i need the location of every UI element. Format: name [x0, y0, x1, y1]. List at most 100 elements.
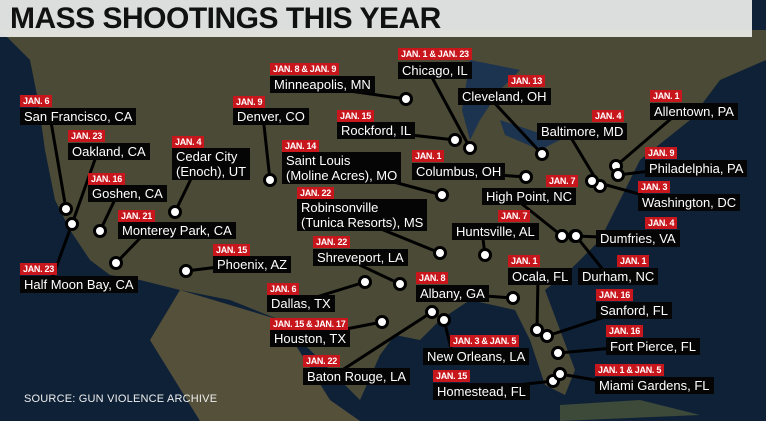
location-marker	[435, 188, 449, 202]
location-marker	[179, 264, 193, 278]
leader-line	[48, 223, 74, 285]
city-label: Homestead, FL	[433, 383, 530, 400]
city-label: Philadelphia, PA	[645, 160, 748, 177]
location-marker	[399, 92, 413, 106]
city-label: Denver, CO	[233, 108, 309, 125]
city-label: Durham, NC	[578, 268, 659, 285]
city-label: New Orleans, LA	[423, 348, 530, 365]
location-marker	[535, 147, 549, 161]
date-badge: JAN. 8 & JAN. 9	[270, 63, 340, 75]
date-badge: JAN. 7	[498, 210, 531, 222]
leader-line	[261, 115, 272, 181]
city-label: Phoenix, AZ	[213, 256, 292, 273]
city-label: Rockford, IL	[337, 122, 416, 139]
location-marker	[569, 229, 583, 243]
date-badge: JAN. 14	[282, 140, 319, 152]
location-marker	[555, 229, 569, 243]
city-label: Cedar City (Enoch), UT	[172, 148, 251, 180]
page-title: MASS SHOOTINGS THIS YEAR	[10, 2, 441, 35]
city-label: Albany, GA	[416, 285, 489, 302]
city-label: Baltimore, MD	[537, 123, 628, 140]
location-marker	[506, 291, 520, 305]
title-bar: MASS SHOOTINGS THIS YEAR	[0, 0, 752, 37]
great-lakes	[462, 60, 560, 150]
location-marker	[425, 305, 439, 319]
date-badge: JAN. 13	[508, 75, 545, 87]
city-label: Robinsonville (Tunica Resorts), MS	[297, 199, 428, 231]
date-badge: JAN. 16	[606, 325, 643, 337]
city-label: Allentown, PA	[650, 103, 738, 120]
date-badge: JAN. 1	[508, 255, 541, 267]
location-marker	[433, 246, 447, 260]
city-label: High Point, NC	[482, 188, 576, 205]
location-marker	[59, 202, 73, 216]
date-badge: JAN. 15 & JAN. 17	[270, 318, 349, 330]
location-marker	[448, 133, 462, 147]
date-badge: JAN. 4	[645, 217, 678, 229]
city-label: Baton Rouge, LA	[303, 368, 411, 385]
city-label: Chicago, IL	[398, 62, 472, 79]
date-badge: JAN. 3 & JAN. 5	[450, 335, 520, 347]
leader-line	[332, 310, 433, 378]
date-badge: JAN. 4	[592, 110, 625, 122]
city-label: Cleveland, OH	[458, 88, 551, 105]
location-marker	[168, 205, 182, 219]
city-label: Miami Gardens, FL	[595, 377, 714, 394]
city-label: Half Moon Bay, CA	[20, 276, 138, 293]
location-marker	[551, 346, 565, 360]
date-badge: JAN. 15	[213, 244, 250, 256]
city-label: Dumfries, VA	[596, 230, 680, 247]
date-badge: JAN. 1 & JAN. 5	[595, 364, 665, 376]
date-badge: JAN. 6	[20, 95, 53, 107]
city-label: Dallas, TX	[267, 295, 335, 312]
date-badge: JAN. 1 & JAN. 23	[398, 48, 472, 60]
location-marker	[540, 329, 554, 343]
date-badge: JAN. 1	[617, 255, 650, 267]
location-marker	[263, 173, 277, 187]
city-label: Fort Pierce, FL	[606, 338, 700, 355]
city-label: Huntsville, AL	[452, 223, 539, 240]
location-marker	[553, 367, 567, 381]
location-marker	[93, 224, 107, 238]
leader-line	[70, 150, 100, 225]
city-label: Sanford, FL	[596, 302, 672, 319]
city-label: Minneapolis, MN	[270, 76, 375, 93]
location-marker	[109, 256, 123, 270]
leader-line	[486, 94, 544, 156]
date-badge: JAN. 22	[303, 355, 340, 367]
city-label: Shreveport, LA	[313, 249, 408, 266]
cuba	[560, 400, 700, 421]
date-badge: JAN. 6	[267, 283, 300, 295]
date-badge: JAN. 21	[118, 210, 155, 222]
mexico-land	[150, 290, 360, 421]
city-label: Oakland, CA	[68, 143, 150, 160]
source-note: SOURCE: GUN VIOLENCE ARCHIVE	[24, 393, 218, 405]
location-marker	[65, 217, 79, 231]
location-marker	[393, 277, 407, 291]
date-badge: JAN. 15	[337, 110, 374, 122]
leader-line	[426, 69, 472, 149]
city-label: San Francisco, CA	[20, 108, 137, 125]
location-marker	[611, 168, 625, 182]
location-marker	[437, 313, 451, 327]
location-marker	[519, 170, 533, 184]
date-badge: JAN. 23	[20, 263, 57, 275]
city-label: Monterey Park, CA	[118, 222, 236, 239]
date-badge: JAN. 7	[546, 175, 579, 187]
date-badge: JAN. 8	[416, 272, 449, 284]
date-badge: JAN. 4	[172, 136, 205, 148]
date-badge: JAN. 16	[596, 289, 633, 301]
date-badge: JAN. 9	[645, 147, 678, 159]
date-badge: JAN. 9	[233, 96, 266, 108]
location-marker	[585, 174, 599, 188]
date-badge: JAN. 22	[297, 187, 334, 199]
location-marker	[478, 248, 492, 262]
city-label: Saint Louis (Moline Acres), MO	[282, 152, 402, 184]
date-badge: JAN. 22	[313, 236, 350, 248]
location-marker	[375, 315, 389, 329]
city-label: Goshen, CA	[88, 185, 167, 202]
location-marker	[358, 275, 372, 289]
leader-line	[615, 109, 681, 168]
city-label: Houston, TX	[270, 330, 351, 347]
date-badge: JAN. 1	[412, 150, 445, 162]
